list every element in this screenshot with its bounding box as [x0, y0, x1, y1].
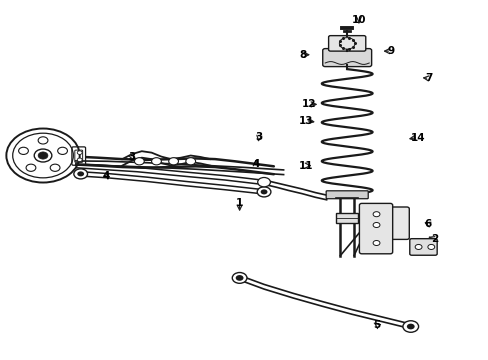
- Text: 4: 4: [102, 171, 110, 181]
- Text: 10: 10: [351, 15, 366, 25]
- Text: 4: 4: [251, 159, 259, 169]
- Text: 6: 6: [424, 219, 431, 229]
- Circle shape: [34, 149, 52, 162]
- Circle shape: [77, 151, 82, 154]
- Text: 2: 2: [431, 234, 438, 244]
- Circle shape: [38, 152, 48, 159]
- Text: 5: 5: [372, 320, 379, 330]
- Text: 11: 11: [298, 161, 312, 171]
- FancyBboxPatch shape: [336, 213, 357, 223]
- FancyBboxPatch shape: [72, 147, 85, 165]
- Circle shape: [58, 147, 67, 154]
- Circle shape: [77, 171, 84, 176]
- Circle shape: [372, 240, 379, 246]
- Circle shape: [414, 244, 421, 249]
- Circle shape: [232, 273, 246, 283]
- Circle shape: [26, 164, 36, 171]
- Circle shape: [185, 158, 195, 165]
- Circle shape: [402, 321, 418, 332]
- Circle shape: [372, 222, 379, 228]
- FancyBboxPatch shape: [384, 207, 408, 239]
- Circle shape: [168, 158, 178, 165]
- Circle shape: [77, 158, 82, 162]
- Text: 13: 13: [298, 116, 312, 126]
- Text: 8: 8: [299, 50, 306, 60]
- Circle shape: [134, 158, 144, 165]
- Circle shape: [38, 137, 48, 144]
- Circle shape: [74, 169, 87, 179]
- Circle shape: [19, 147, 28, 154]
- Circle shape: [427, 244, 434, 249]
- Circle shape: [235, 275, 243, 281]
- FancyBboxPatch shape: [325, 191, 367, 199]
- Circle shape: [257, 177, 270, 187]
- Text: 14: 14: [410, 132, 425, 143]
- FancyBboxPatch shape: [409, 239, 436, 255]
- Text: 7: 7: [425, 73, 432, 84]
- Text: 1: 1: [236, 198, 243, 208]
- Text: 3: 3: [128, 152, 135, 162]
- FancyBboxPatch shape: [359, 203, 392, 254]
- Polygon shape: [76, 157, 273, 174]
- Text: 3: 3: [255, 132, 262, 142]
- Circle shape: [260, 189, 267, 194]
- Text: 12: 12: [301, 99, 316, 109]
- Circle shape: [151, 158, 161, 165]
- Circle shape: [406, 324, 414, 329]
- Text: 9: 9: [387, 46, 394, 56]
- FancyBboxPatch shape: [322, 49, 371, 67]
- FancyBboxPatch shape: [328, 36, 365, 51]
- Circle shape: [50, 164, 60, 171]
- Circle shape: [372, 212, 379, 217]
- Circle shape: [257, 187, 270, 197]
